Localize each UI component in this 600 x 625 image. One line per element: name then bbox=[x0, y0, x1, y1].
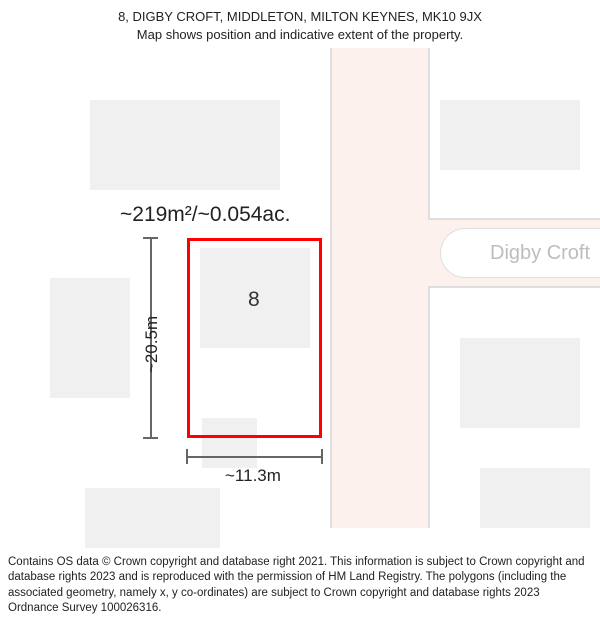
building bbox=[460, 338, 580, 428]
area-label: ~219m²/~0.054ac. bbox=[120, 203, 290, 227]
property-map: ~219m²/~0.054ac. ~20.5m ~11.3m 8 Digby C… bbox=[0, 48, 600, 528]
building bbox=[90, 100, 280, 190]
road-edge bbox=[330, 48, 332, 218]
road-vertical bbox=[330, 48, 430, 528]
subtitle-line: Map shows position and indicative extent… bbox=[10, 26, 590, 44]
building bbox=[440, 100, 580, 170]
building bbox=[85, 488, 220, 548]
height-label: ~20.5m bbox=[142, 316, 162, 373]
road-edge bbox=[428, 218, 600, 220]
dim-cap bbox=[186, 449, 188, 464]
dim-cap bbox=[143, 437, 158, 439]
dim-cap bbox=[321, 449, 323, 464]
header: 8, DIGBY CROFT, MIDDLETON, MILTON KEYNES… bbox=[0, 0, 600, 48]
width-label: ~11.3m bbox=[225, 466, 281, 486]
property-outline bbox=[187, 238, 322, 438]
building bbox=[480, 468, 590, 528]
road-edge bbox=[428, 286, 600, 288]
road-edge bbox=[330, 218, 332, 528]
building bbox=[50, 278, 130, 398]
road-edge bbox=[428, 48, 430, 220]
street-name: Digby Croft bbox=[490, 242, 590, 265]
address-line: 8, DIGBY CROFT, MIDDLETON, MILTON KEYNES… bbox=[10, 8, 590, 26]
dim-line-horizontal bbox=[187, 456, 322, 458]
house-number: 8 bbox=[248, 288, 260, 312]
dim-cap bbox=[143, 237, 158, 239]
road-edge bbox=[428, 286, 430, 528]
copyright-footer: Contains OS data © Crown copyright and d… bbox=[0, 549, 600, 625]
